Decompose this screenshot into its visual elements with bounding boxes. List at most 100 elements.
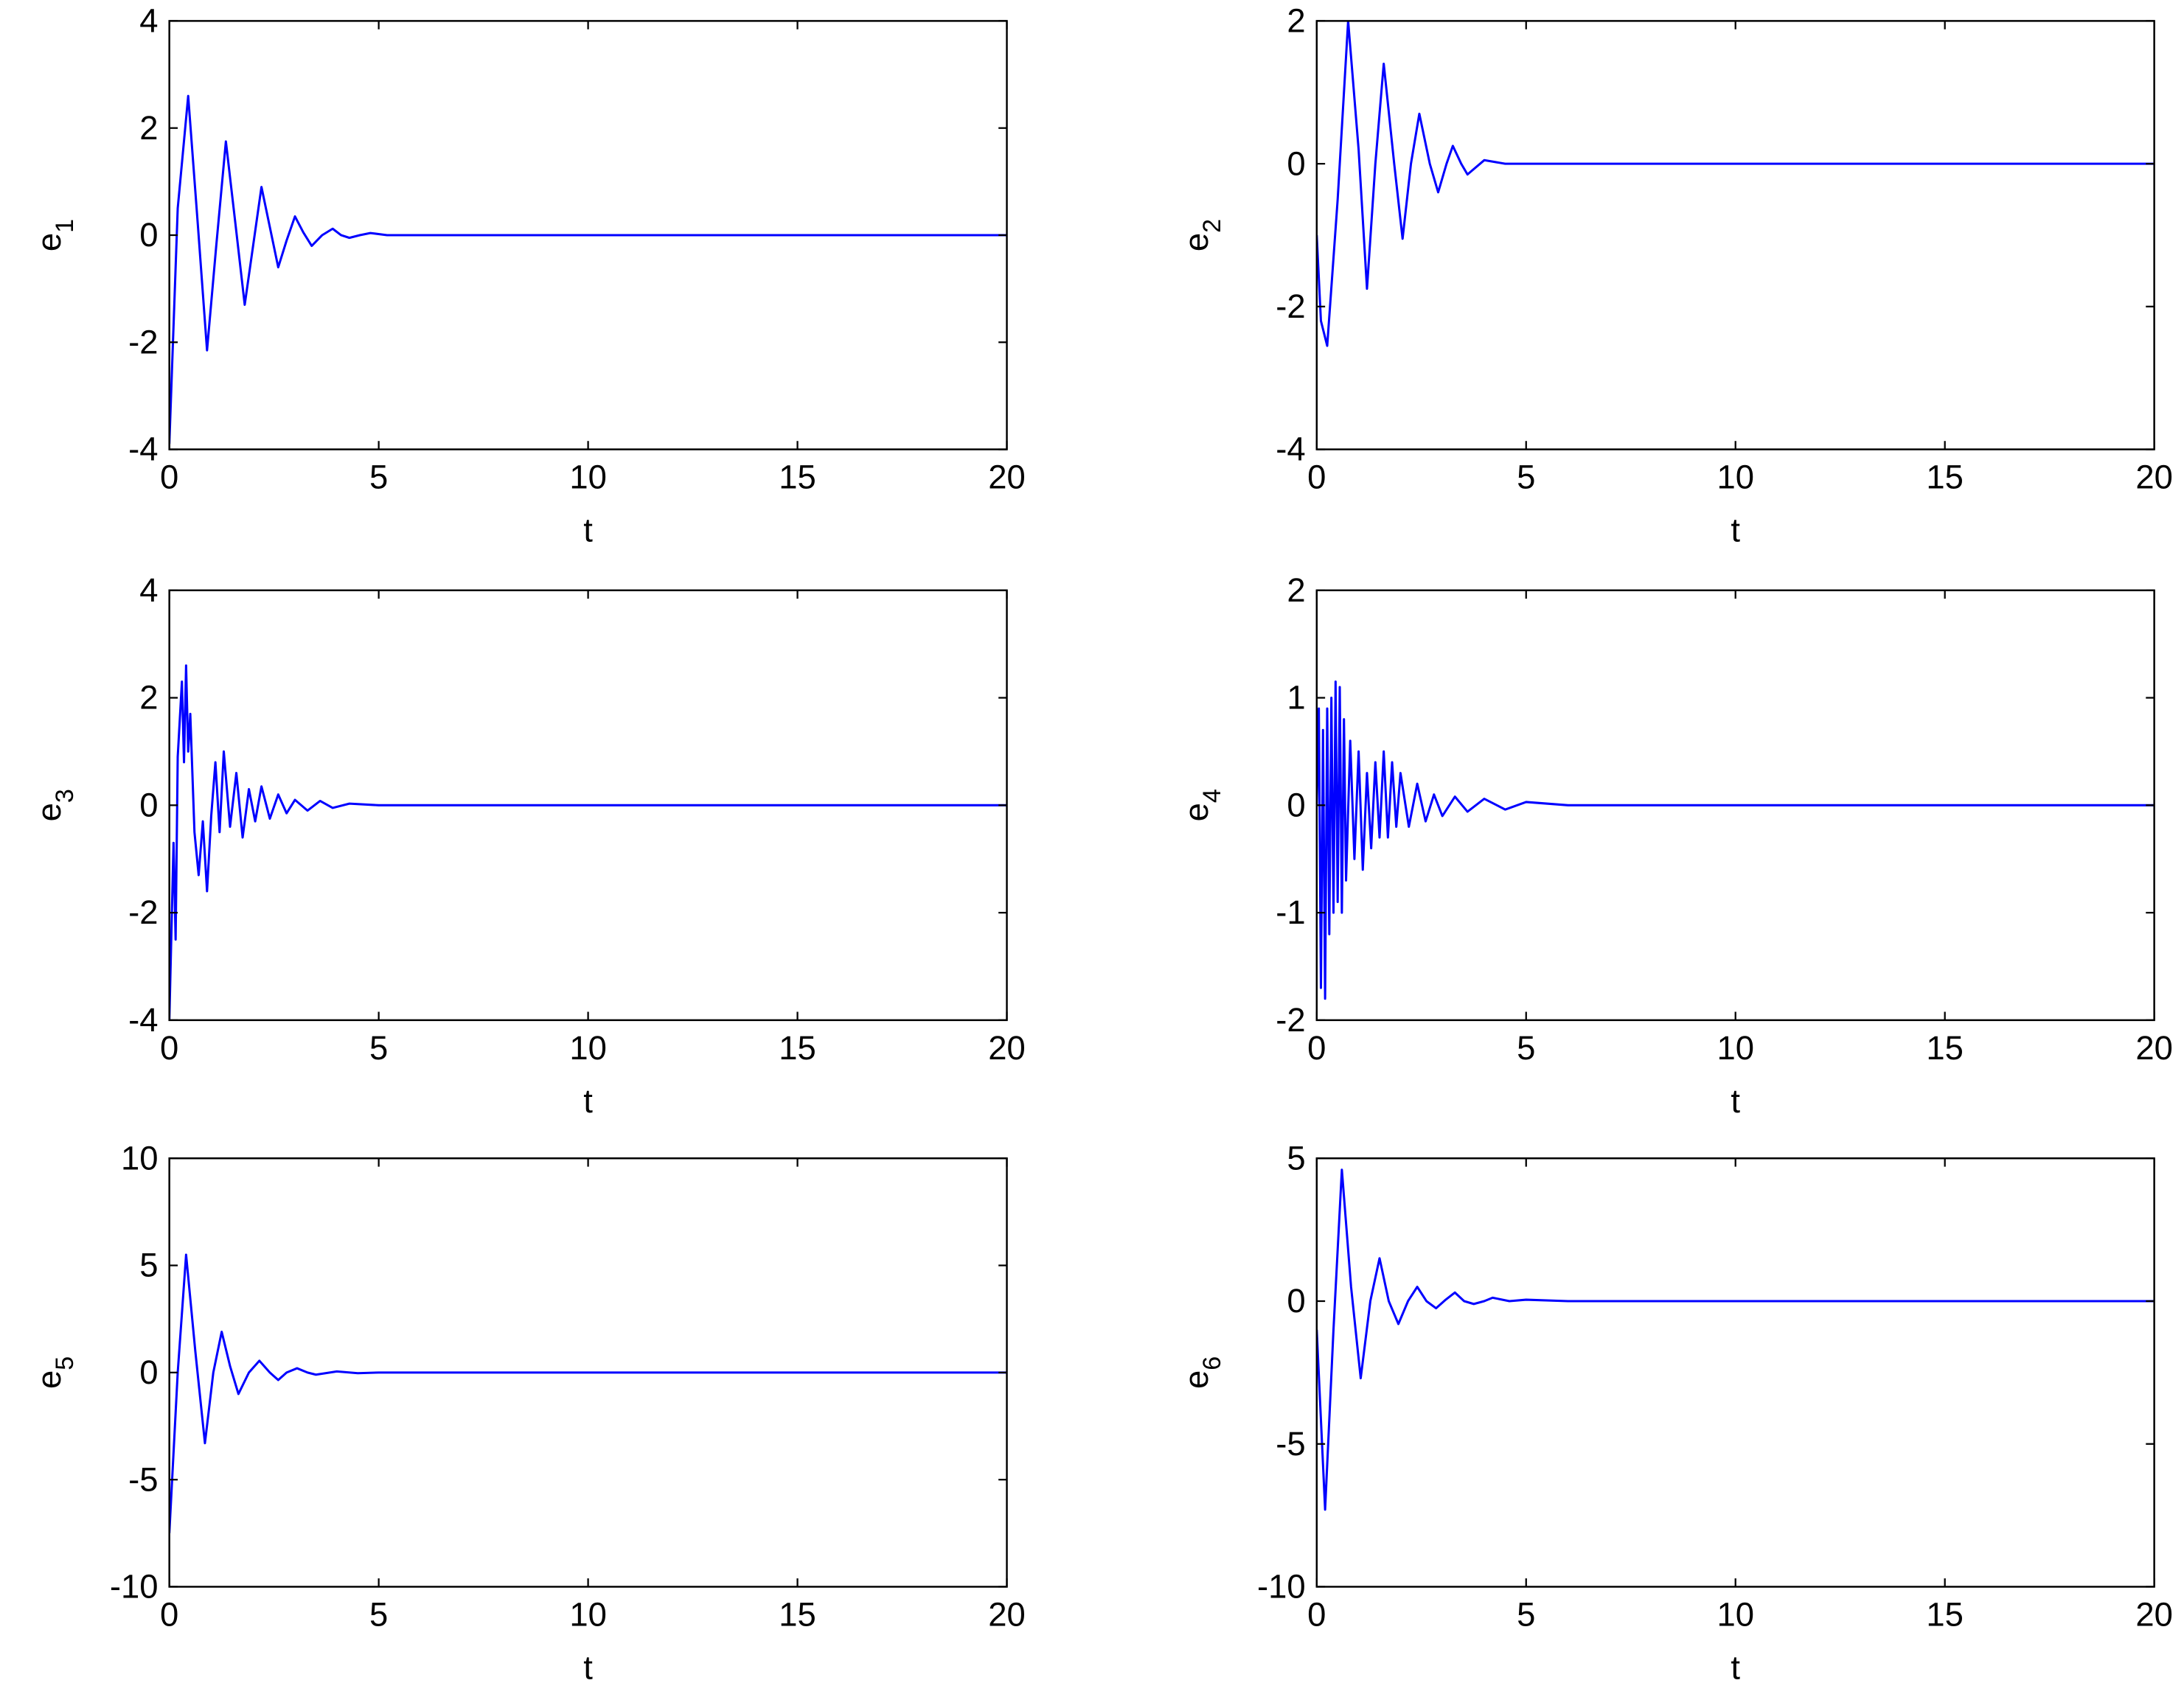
data-line: [1316, 21, 2155, 347]
y-axis-label-base: e: [30, 803, 68, 821]
y-axis-label-base: e: [30, 233, 68, 251]
plot-area: [169, 1253, 1007, 1533]
data-line: [169, 664, 1007, 1020]
y-axis-label: e5: [30, 1356, 79, 1389]
y-tick-label: -1: [1276, 893, 1305, 931]
data-line: [1316, 1168, 2155, 1511]
y-axis-label: e3: [30, 789, 79, 821]
x-axis-label: t: [583, 1082, 593, 1120]
x-tick-label: 15: [1926, 1029, 1964, 1067]
y-tick-label: -5: [1276, 1425, 1305, 1463]
subplot: 0 5 10 15 20 -4 -2 0 2 t e2: [1178, 2, 2173, 549]
y-tick-label: 0: [1287, 144, 1305, 182]
y-axis-label: e4: [1178, 789, 1226, 821]
x-tick-label: 0: [160, 1595, 178, 1633]
y-tick-label: 10: [121, 1139, 159, 1177]
x-tick-label: 10: [569, 1595, 607, 1633]
y-tick-label: 0: [1287, 1282, 1305, 1320]
x-tick-label: 5: [369, 1029, 388, 1067]
axes-frame: [1315, 1157, 2155, 1588]
x-tick-label: 20: [2135, 459, 2173, 496]
plot-area: [169, 664, 1007, 1020]
y-axis-label-sub: 5: [51, 1356, 79, 1370]
y-axis-label-base: e: [30, 1370, 68, 1389]
x-tick-label: 0: [160, 459, 178, 496]
x-axis-label: t: [1731, 1082, 1740, 1120]
y-axis-label-base: e: [1178, 803, 1215, 821]
x-axis-label: t: [583, 1648, 593, 1686]
x-tick-label: 15: [779, 459, 816, 496]
x-tick-label: 10: [1717, 459, 1754, 496]
plot-area: [169, 94, 1007, 445]
y-axis-label-sub: 1: [51, 219, 79, 233]
x-tick-label: 20: [988, 459, 1026, 496]
y-axis-label: e2: [1178, 219, 1226, 251]
x-tick-label: 0: [1307, 1595, 1326, 1633]
y-tick-label: 0: [139, 786, 158, 823]
x-tick-label: 15: [779, 1595, 816, 1633]
y-tick-label: -4: [1276, 431, 1305, 468]
y-tick-label: 0: [139, 216, 158, 254]
y-tick-label: -2: [1276, 1001, 1305, 1039]
plot-area: [1316, 21, 2155, 347]
y-tick-label: 2: [139, 109, 158, 147]
x-axis-label: t: [583, 512, 593, 549]
x-tick-label: 10: [569, 459, 607, 496]
y-axis-label-sub: 3: [51, 789, 79, 803]
y-tick-label: 2: [139, 679, 158, 717]
subplot: 0 5 10 15 20 -10 -5 0 5 t e6: [1178, 1139, 2173, 1686]
x-tick-label: 0: [1307, 1029, 1326, 1067]
data-line: [169, 94, 1007, 445]
y-axis-label-sub: 4: [1198, 789, 1226, 803]
y-axis-label: e6: [1178, 1356, 1226, 1389]
y-tick-label: -2: [128, 323, 158, 360]
y-tick-label: 2: [1287, 571, 1305, 609]
x-tick-label: 20: [2135, 1595, 2173, 1633]
y-tick-label: 5: [1287, 1139, 1305, 1177]
x-tick-label: 0: [160, 1029, 178, 1067]
x-tick-label: 20: [988, 1595, 1026, 1633]
plot-area: [1316, 1168, 2155, 1511]
subplot: 0 5 10 15 20 -4 -2 0 2 4 t e1: [30, 2, 1026, 549]
data-line: [169, 1253, 1007, 1533]
y-tick-label: -4: [128, 431, 158, 468]
y-tick-label: -10: [1257, 1568, 1306, 1606]
x-tick-label: 15: [779, 1029, 816, 1067]
x-axis-label: t: [1731, 512, 1740, 549]
axes-frame: [1315, 20, 2155, 450]
y-tick-label: 4: [139, 2, 158, 40]
y-tick-label: 2: [1287, 2, 1305, 40]
y-tick-label: -2: [1276, 288, 1305, 325]
y-tick-label: 5: [139, 1247, 158, 1284]
x-tick-label: 5: [369, 1595, 388, 1633]
x-tick-label: 15: [1926, 459, 1964, 496]
x-tick-label: 20: [988, 1029, 1026, 1067]
y-axis-label-sub: 2: [1198, 219, 1226, 233]
y-axis-label: e1: [30, 219, 79, 251]
x-tick-label: 5: [1517, 1029, 1535, 1067]
y-axis-label-base: e: [1178, 1370, 1215, 1389]
data-line: [1316, 680, 2155, 1000]
x-tick-label: 15: [1926, 1595, 1964, 1633]
y-tick-label: 0: [139, 1353, 158, 1391]
x-tick-label: 10: [1717, 1029, 1754, 1067]
y-axis-label-sub: 6: [1198, 1356, 1226, 1370]
x-tick-label: 5: [1517, 459, 1535, 496]
y-tick-label: 1: [1287, 679, 1305, 717]
plot-area: [1316, 680, 2155, 1000]
y-tick-label: -4: [128, 1001, 158, 1039]
y-tick-label: 0: [1287, 786, 1305, 823]
subplot: 0 5 10 15 20 -2 -1 0 1 2 t e4: [1178, 571, 2173, 1120]
x-tick-label: 5: [1517, 1595, 1535, 1633]
y-tick-label: -2: [128, 893, 158, 931]
subplot: 0 5 10 15 20 -4 -2 0 2 4 t e3: [30, 571, 1026, 1120]
y-tick-label: -5: [128, 1460, 158, 1498]
x-tick-label: 0: [1307, 459, 1326, 496]
x-tick-label: 5: [369, 459, 388, 496]
y-tick-label: -10: [110, 1568, 159, 1606]
x-tick-label: 20: [2135, 1029, 2173, 1067]
x-tick-label: 10: [1717, 1595, 1754, 1633]
x-axis-label: t: [1731, 1648, 1740, 1686]
